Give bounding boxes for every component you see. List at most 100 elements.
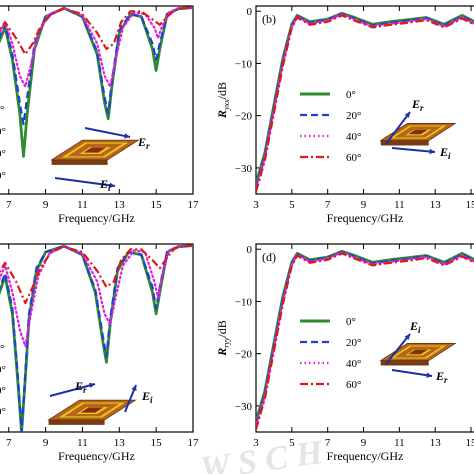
panel-a-xlabel: Frequency/GHz — [58, 211, 135, 225]
legend-label-fragment: 0° — [0, 385, 6, 397]
panel-d-ytick-label: −10 — [235, 296, 253, 308]
panel-b-ytick-label: −20 — [235, 111, 253, 123]
panel-c-series-line-dot — [0, 244, 193, 348]
metasurface-d-center-patch — [408, 349, 428, 355]
arrow-ei-d-head — [404, 334, 410, 340]
legend-label: 0° — [346, 316, 356, 328]
field-label-ei-a: Ei — [99, 177, 111, 193]
panel-a-series-line-dash — [0, 6, 193, 126]
ylabel-subscript: ryy — [222, 337, 231, 348]
field-label-er-b-symbol: E — [411, 97, 420, 111]
panel-d-ylabel: Rryy/dB — [215, 320, 231, 357]
field-label-ei-c-subscript: i — [150, 395, 153, 405]
legend-label-fragment: 0° — [0, 406, 6, 418]
panel-b-xtick-label: 11 — [394, 199, 405, 211]
metasurface-c-center-patch — [80, 407, 104, 413]
panel-b-xlabel: Frequency/GHz — [327, 211, 404, 225]
legend-label: 60° — [346, 152, 361, 164]
field-label-er-a: Er — [137, 135, 150, 151]
arrow-er-c-head — [89, 382, 95, 389]
arrow-er-d-shaft — [391, 369, 433, 377]
panel-b-xtick-label: 9 — [361, 199, 367, 211]
arrow-ei-b-shaft — [391, 147, 436, 153]
panel-a-xtick-label: 11 — [77, 199, 88, 211]
arrow-er-c-shaft — [49, 383, 96, 397]
watermark: W S C H — [198, 434, 327, 474]
field-label-ei-a-symbol: E — [99, 177, 108, 191]
panel-c-xlabel: Frequency/GHz — [58, 449, 135, 463]
panel-a-xtick-label: 7 — [6, 199, 12, 211]
field-label-ei-b-symbol: E — [439, 145, 448, 159]
arrow-er-b-shaft — [385, 111, 411, 145]
legend-label: 60° — [346, 379, 361, 391]
ylabel-unit: /dB — [215, 320, 229, 337]
panel-b-frame — [255, 5, 474, 195]
field-label-ei-b: Ei — [439, 145, 451, 161]
panel-b-xtick-label: 7 — [325, 199, 331, 211]
metasurface-d-substrate-edge — [380, 360, 429, 366]
panel-a-xtick-label: 15 — [151, 199, 163, 211]
panel-b-ytick-label: −10 — [235, 58, 253, 70]
panel-d-xlabel: Frequency/GHz — [327, 449, 404, 463]
panel-c-xtick-label: 11 — [77, 437, 88, 449]
metasurface-c-substrate-edge — [48, 419, 105, 425]
field-label-er-c-subscript: r — [83, 385, 87, 395]
arrow-er-a-head — [124, 133, 130, 139]
panel-d-legend: 0° 20° 40° 60° — [300, 316, 361, 391]
arrow-er-d-head — [426, 372, 432, 378]
legend-label: 20° — [346, 110, 361, 122]
panel-d-ytick-label: −30 — [235, 401, 253, 413]
legend-label-fragment: 0° — [0, 364, 6, 376]
panel-c-xtick-label: 17 — [188, 437, 200, 449]
panel-a-xtick-label: 17 — [188, 199, 200, 211]
arrow-ei-a-shaft — [54, 177, 116, 187]
panel-c-frame — [0, 243, 194, 433]
legend-label-fragment: ° — [0, 104, 4, 116]
field-label-er-a-symbol: E — [137, 135, 146, 149]
panel-c-xtick-label: 9 — [43, 437, 49, 449]
panel-b-xtick-label: 5 — [289, 199, 295, 211]
panel-a-legend: ° 0° 0° 0° — [0, 104, 6, 182]
field-label-er-d-symbol: E — [435, 369, 444, 383]
field-label-er-d-subscript: r — [444, 375, 448, 385]
metasurface-b-center-patch — [408, 129, 428, 135]
legend-label: 40° — [346, 131, 361, 143]
arrow-ei-d-shaft — [385, 333, 411, 365]
panel-b: 3 5 7 9 11 13 15 0 −10 −20 −30 Ryxx/dB Frequency/GHz… — [215, 5, 474, 225]
panel-b-legend: 0° 20° 40° 60° — [300, 89, 361, 164]
legend-label: 0° — [346, 89, 356, 101]
field-label-ei-a-subscript: i — [108, 183, 111, 193]
panel-d-series-line-dashdot — [256, 252, 474, 430]
panel-a-xtick-label: 9 — [43, 199, 49, 211]
panel-c-xtick-label: 13 — [114, 437, 126, 449]
panel-a-series-line-dashdot — [0, 6, 193, 56]
field-label-ei-b-subscript: i — [448, 151, 451, 161]
arrow-ei-c-head — [131, 385, 137, 391]
panel-a-series-line-solid — [0, 6, 193, 158]
field-label-ei-d: Ei — [409, 319, 421, 335]
arrow-er-b-head — [404, 112, 410, 118]
panel-b-xtick-label: 13 — [430, 199, 442, 211]
metasurface-a-center-patch — [83, 147, 107, 153]
field-label-er-b: Er — [411, 97, 424, 113]
panel-c-xtick-label: 7 — [6, 437, 12, 449]
arrow-er-a-shaft — [84, 127, 131, 138]
field-label-er-a-subscript: r — [146, 141, 150, 151]
field-label-ei-d-subscript: i — [418, 325, 421, 335]
panel-d-xtick-label: 7 — [325, 437, 331, 449]
svg-text:W S C H: W S C H — [198, 434, 327, 474]
panel-b-ylabel: Ryxx/dB — [215, 82, 231, 119]
panel-b-xtick-label: 3 — [253, 199, 259, 211]
field-label-ei-d-symbol: E — [409, 319, 418, 333]
ylabel-subscript: yxx — [222, 99, 231, 111]
legend-label-fragment: 0° — [0, 170, 6, 182]
panel-c-series-line-dashdot — [0, 244, 193, 305]
legend-label-fragment: 0° — [0, 126, 6, 138]
panel-c-xtick-label: 15 — [151, 437, 163, 449]
arrow-ei-a-head — [109, 182, 115, 188]
